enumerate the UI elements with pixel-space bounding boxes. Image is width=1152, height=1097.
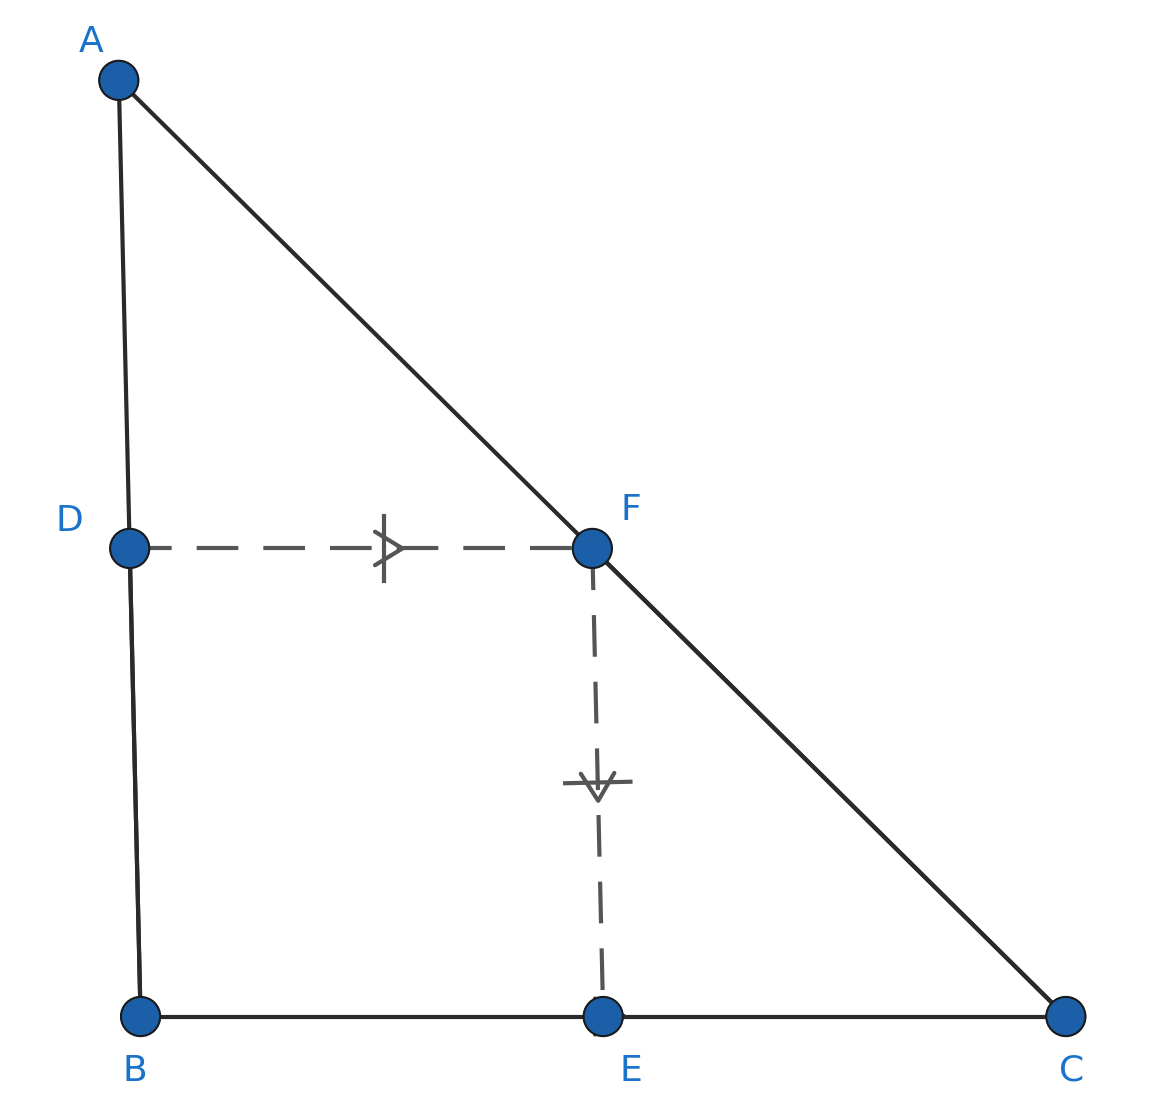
Text: F: F: [620, 494, 641, 528]
Circle shape: [111, 529, 150, 568]
Circle shape: [1046, 997, 1085, 1037]
Text: D: D: [56, 505, 84, 539]
Circle shape: [99, 60, 138, 100]
Text: E: E: [619, 1054, 642, 1088]
Circle shape: [121, 997, 160, 1037]
Text: C: C: [1059, 1054, 1084, 1088]
Text: B: B: [123, 1054, 147, 1088]
Circle shape: [573, 529, 612, 568]
Text: A: A: [79, 25, 104, 59]
Circle shape: [584, 997, 623, 1037]
